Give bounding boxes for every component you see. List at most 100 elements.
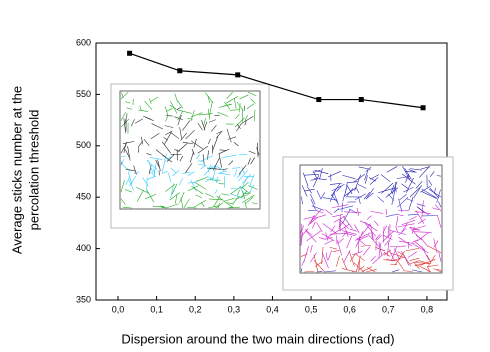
stick bbox=[354, 174, 361, 192]
stick bbox=[177, 143, 188, 152]
stick bbox=[197, 163, 206, 166]
y-axis-label: percolation threshold bbox=[26, 110, 41, 231]
stick bbox=[325, 209, 333, 216]
stick bbox=[336, 185, 342, 192]
stick bbox=[150, 96, 159, 103]
stick bbox=[397, 196, 409, 208]
stick bbox=[428, 270, 431, 273]
stick bbox=[377, 196, 384, 203]
y-tick-label: 600 bbox=[76, 37, 91, 47]
stick bbox=[169, 131, 180, 139]
stick bbox=[180, 132, 188, 141]
stick bbox=[420, 186, 431, 193]
stick bbox=[155, 149, 166, 158]
stick bbox=[331, 184, 345, 192]
stick bbox=[354, 224, 360, 234]
stick bbox=[157, 159, 161, 172]
stick bbox=[355, 253, 365, 262]
stick bbox=[182, 141, 194, 145]
stick bbox=[136, 189, 144, 202]
stick bbox=[165, 184, 176, 192]
stick bbox=[223, 197, 235, 202]
stick bbox=[402, 166, 410, 180]
stick bbox=[141, 136, 143, 145]
stick bbox=[319, 237, 326, 240]
stick bbox=[301, 196, 303, 205]
stick bbox=[421, 191, 437, 199]
stick bbox=[413, 231, 432, 233]
stick bbox=[239, 94, 249, 100]
stick bbox=[191, 140, 203, 150]
y-axis-label: Average sticks number at the bbox=[9, 86, 24, 254]
stick bbox=[241, 173, 252, 184]
stick bbox=[190, 179, 197, 192]
stick bbox=[218, 172, 231, 176]
stick bbox=[146, 177, 148, 193]
stick bbox=[164, 155, 173, 162]
x-tick-label: 0,3 bbox=[228, 304, 241, 314]
stick bbox=[226, 91, 233, 99]
x-tick-label: 0,5 bbox=[305, 304, 318, 314]
stick bbox=[309, 209, 322, 224]
stick bbox=[310, 198, 316, 210]
x-tick-label: 0,8 bbox=[421, 304, 434, 314]
stick bbox=[164, 125, 174, 128]
stick bbox=[161, 161, 165, 173]
stick bbox=[397, 214, 404, 217]
stick bbox=[236, 173, 242, 178]
stick bbox=[436, 269, 442, 273]
stick bbox=[127, 146, 131, 161]
stick bbox=[409, 187, 421, 198]
stick bbox=[145, 117, 154, 121]
stick bbox=[316, 190, 322, 200]
stick bbox=[415, 210, 425, 224]
stick bbox=[316, 222, 323, 232]
stick bbox=[238, 170, 248, 182]
stick bbox=[404, 168, 412, 180]
stick bbox=[433, 240, 439, 248]
stick bbox=[193, 138, 197, 148]
stick bbox=[397, 251, 405, 257]
stick bbox=[336, 255, 340, 267]
stick bbox=[142, 177, 149, 187]
stick bbox=[250, 157, 255, 165]
stick bbox=[182, 120, 191, 131]
y-tick-label: 450 bbox=[76, 192, 91, 202]
stick bbox=[382, 234, 393, 240]
stick bbox=[395, 182, 397, 193]
stick bbox=[390, 246, 397, 262]
stick bbox=[426, 254, 432, 263]
stick bbox=[185, 129, 195, 140]
stick bbox=[234, 168, 238, 177]
stick bbox=[405, 248, 420, 252]
stick bbox=[436, 175, 442, 177]
stick bbox=[320, 192, 326, 200]
stick bbox=[176, 106, 182, 110]
stick bbox=[300, 225, 305, 233]
stick bbox=[342, 174, 356, 180]
stick bbox=[120, 198, 126, 205]
stick bbox=[327, 250, 332, 260]
stick bbox=[208, 119, 216, 123]
stick bbox=[241, 181, 249, 189]
stick bbox=[385, 213, 398, 217]
stick bbox=[200, 155, 214, 162]
stick bbox=[409, 257, 420, 261]
stick bbox=[319, 168, 323, 180]
stick bbox=[365, 188, 374, 200]
stick bbox=[190, 112, 203, 118]
marker bbox=[127, 50, 133, 56]
stick bbox=[355, 231, 364, 248]
stick bbox=[168, 172, 172, 183]
stick bbox=[165, 115, 169, 122]
stick bbox=[120, 180, 125, 193]
marker bbox=[177, 68, 183, 74]
stick bbox=[331, 204, 349, 209]
stick bbox=[421, 200, 424, 218]
y-tick-label: 550 bbox=[76, 89, 91, 99]
stick bbox=[230, 187, 239, 190]
stick bbox=[218, 148, 230, 155]
stick bbox=[303, 245, 309, 263]
marker bbox=[358, 97, 364, 103]
